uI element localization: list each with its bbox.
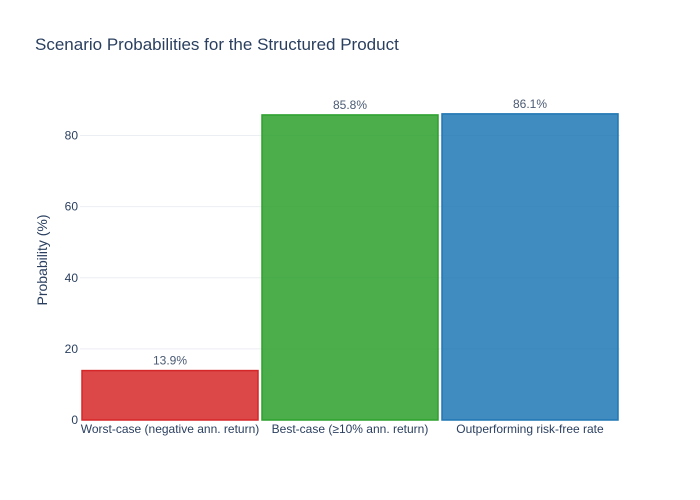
bar-1[interactable] [81, 369, 259, 421]
y-tick-label: 80 [65, 129, 79, 143]
data-label: 13.9% [153, 354, 187, 368]
x-tick-label: Outperforming risk-free rate [456, 422, 604, 436]
x-tick-label: Worst-case (negative ann. return) [81, 422, 260, 436]
y-tick-label: 0 [71, 413, 78, 427]
y-tick-label: 60 [65, 200, 79, 214]
y-tick-label: 20 [65, 342, 79, 356]
y-axis-title: Probability (%) [34, 214, 50, 305]
bar-3[interactable] [441, 113, 619, 421]
bar-2[interactable] [261, 114, 439, 421]
data-labels: 13.9% 85.8% 86.1% [153, 97, 547, 368]
x-axis-ticks: Worst-case (negative ann. return) Best-ca… [81, 422, 604, 436]
bars [81, 113, 619, 421]
chart-title: Scenario Probabilities for the Structure… [35, 35, 399, 54]
y-tick-label: 40 [65, 271, 79, 285]
y-axis-ticks: 0 20 40 60 80 [65, 129, 79, 427]
x-tick-label: Best-case (≥10% ann. return) [272, 422, 429, 436]
data-label: 86.1% [513, 97, 547, 111]
data-label: 85.8% [333, 98, 367, 112]
